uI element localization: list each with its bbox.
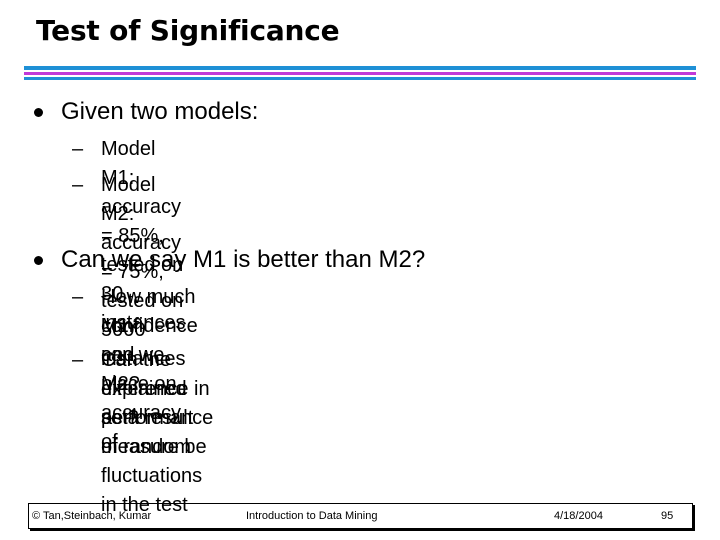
sub-bullet-line: set? <box>101 407 139 429</box>
dash-icon: – <box>72 286 84 308</box>
slide-title: Test of Significance <box>36 14 340 47</box>
footer-page-number: 95 <box>661 510 674 522</box>
footer-copyright: © Tan,Steinbach, Kumar <box>32 510 152 522</box>
bullet-text: Given two models: <box>61 98 259 125</box>
bullet-dot-icon <box>34 108 43 117</box>
title-underline-top <box>24 66 696 70</box>
sub-bullet-text: Model M1: accuracy = 85%, tested on 30 i… <box>101 138 186 334</box>
footer-date: 4/18/2004 <box>554 510 603 522</box>
bullet-dot-icon <box>34 256 43 265</box>
dash-icon: – <box>72 138 84 160</box>
sub-bullet-text: Model M2: accuracy = 75%, tested on 5000… <box>101 174 186 370</box>
bullet-text: Can we say M1 is better than M2? <box>61 246 426 273</box>
title-underline-middle <box>24 72 696 75</box>
footer-course: Introduction to Data Mining <box>246 510 378 522</box>
sub-bullet-line: Can the difference in performance measur… <box>101 349 214 458</box>
dash-icon: – <box>72 349 84 371</box>
title-underline-bottom <box>24 77 696 80</box>
sub-bullet-line: explained as a result of random fluctuat… <box>101 378 203 516</box>
sub-bullet-line: How much confidence can we place on accu… <box>101 286 198 453</box>
dash-icon: – <box>72 174 84 196</box>
sub-bullet-line: M1 and M2? <box>101 315 140 395</box>
slide-footer: © Tan,Steinbach, Kumar Introduction to D… <box>28 503 693 529</box>
